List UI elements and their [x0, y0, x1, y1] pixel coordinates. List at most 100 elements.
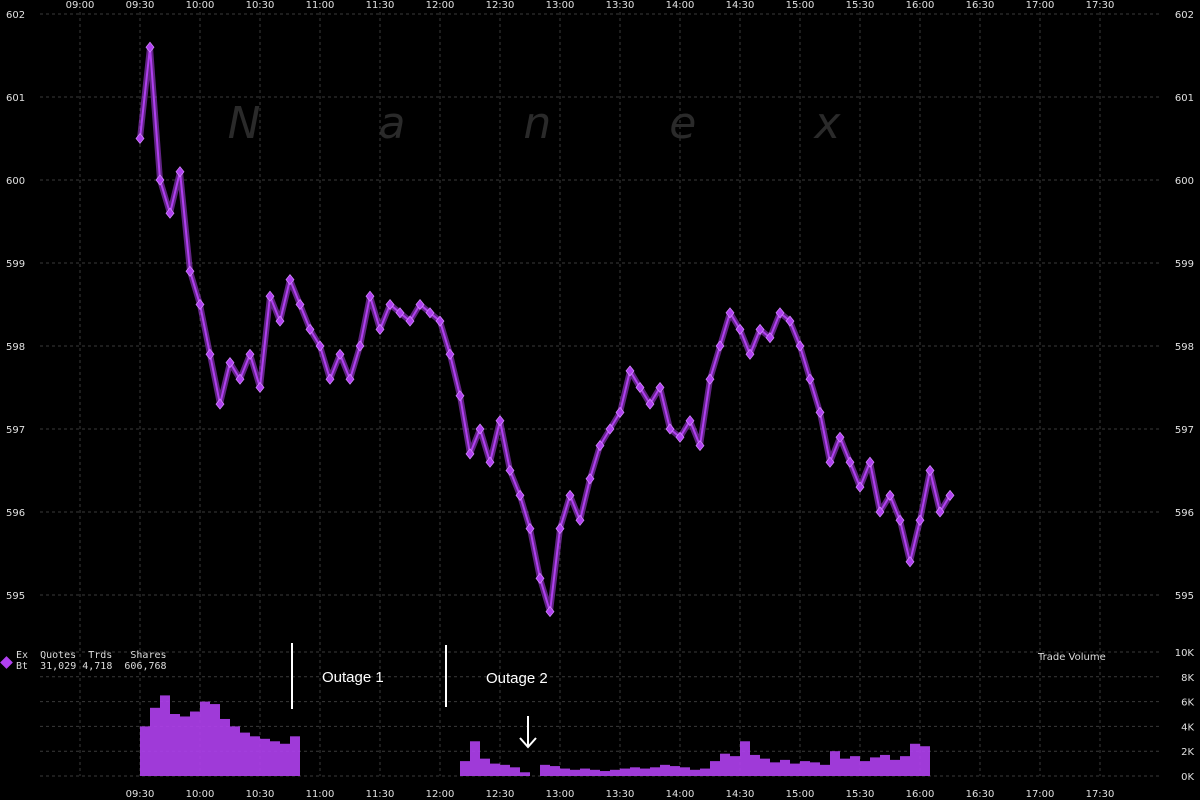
volume-bar — [280, 743, 290, 776]
price-point — [565, 489, 575, 501]
x-tick-top: 13:30 — [606, 0, 635, 11]
volume-bar — [650, 767, 660, 776]
volume-bar — [240, 732, 250, 776]
price-point — [405, 315, 415, 327]
volume-bar — [820, 764, 830, 776]
volume-bar — [490, 763, 500, 776]
price-point — [235, 373, 245, 385]
price-point — [385, 298, 395, 311]
volume-bar — [570, 769, 580, 776]
volume-tick: 0K — [1181, 772, 1194, 783]
watermark: N a n e x — [228, 98, 893, 149]
x-tick-top: 16:30 — [966, 0, 995, 11]
x-tick-top: 14:30 — [726, 0, 755, 11]
price-point — [875, 506, 885, 518]
price-point — [715, 340, 725, 352]
x-tick-bottom: 15:00 — [786, 789, 815, 800]
x-tick-bottom: 10:30 — [246, 789, 275, 800]
volume-bar — [200, 701, 210, 776]
y-tick-left: 596 — [6, 508, 25, 519]
price-point — [835, 431, 845, 443]
volume-bar — [620, 768, 630, 776]
price-point — [265, 290, 275, 302]
price-point — [145, 41, 155, 53]
x-tick-top: 15:00 — [786, 0, 815, 11]
price-point — [415, 298, 425, 311]
price-point — [325, 373, 335, 385]
price-point — [585, 473, 595, 485]
outage2-label: Outage 2 — [486, 670, 548, 687]
legend-trades: 4,718 — [82, 661, 113, 672]
price-point — [425, 307, 435, 319]
price-point — [285, 274, 295, 286]
volume-bar — [180, 716, 190, 776]
volume-bar — [700, 768, 710, 776]
price-point — [165, 207, 175, 219]
volume-title: Trade Volume — [1038, 652, 1106, 663]
y-tick-left: 599 — [6, 259, 25, 270]
price-point — [445, 348, 455, 360]
price-point — [435, 315, 445, 327]
volume-bar — [500, 764, 510, 776]
price-point — [605, 423, 615, 435]
price-point — [195, 298, 205, 311]
x-tick-top: 12:30 — [486, 0, 515, 11]
price-point — [645, 398, 655, 410]
x-tick-top: 14:00 — [666, 0, 695, 11]
grid-lines — [40, 12, 1160, 777]
price-point — [935, 506, 945, 518]
price-line-core — [139, 47, 951, 612]
x-tick-bottom: 11:00 — [306, 789, 335, 800]
volume-bar — [560, 768, 570, 776]
volume-bar — [860, 761, 870, 776]
y-tick-left: 598 — [6, 342, 25, 353]
price-point — [945, 489, 955, 501]
axis-tick-labels: 09:00 09:30 10:00 10:30 11:00 11:30 12:00 12:30… — [6, 0, 1194, 800]
price-point — [805, 373, 815, 385]
price-point — [905, 556, 915, 568]
volume-bar — [850, 756, 860, 776]
price-point — [735, 323, 745, 335]
price-point — [205, 348, 215, 360]
price-point — [375, 323, 385, 335]
volume-bar — [640, 768, 650, 776]
y-tick-right: 595 — [1175, 591, 1194, 602]
volume-bar — [270, 741, 280, 776]
x-tick-bottom: 16:00 — [906, 789, 935, 800]
price-point — [765, 332, 775, 344]
y-tick-left: 601 — [6, 93, 25, 104]
volume-bar — [170, 714, 180, 776]
y-tick-right: 601 — [1175, 93, 1194, 104]
volume-bar — [900, 756, 910, 776]
price-point — [855, 481, 865, 493]
price-point — [295, 298, 305, 311]
price-point — [255, 381, 265, 394]
price-point — [355, 340, 365, 352]
volume-bar — [740, 741, 750, 776]
price-point — [915, 514, 925, 526]
x-tick-top: 13:00 — [546, 0, 575, 11]
x-tick-bottom: 11:30 — [366, 789, 395, 800]
volume-bar — [890, 759, 900, 776]
price-point — [815, 406, 825, 418]
x-tick-bottom: 14:30 — [726, 789, 755, 800]
x-tick-bottom: 12:00 — [426, 789, 455, 800]
y-tick-right: 598 — [1175, 342, 1194, 353]
y-tick-right: 599 — [1175, 259, 1194, 270]
price-point — [725, 307, 735, 319]
price-point — [465, 448, 475, 460]
volume-bar — [480, 758, 490, 776]
volume-tick: 2K — [1181, 747, 1194, 758]
price-point — [335, 348, 345, 360]
x-tick-bottom: 16:30 — [966, 789, 995, 800]
price-point — [745, 348, 755, 360]
price-point — [595, 440, 605, 452]
volume-bar — [140, 726, 150, 776]
volume-bar — [690, 769, 700, 776]
price-point — [175, 166, 185, 178]
price-point — [395, 307, 405, 319]
volume-bar — [220, 718, 230, 776]
volume-series — [140, 695, 930, 776]
price-point — [365, 290, 375, 302]
